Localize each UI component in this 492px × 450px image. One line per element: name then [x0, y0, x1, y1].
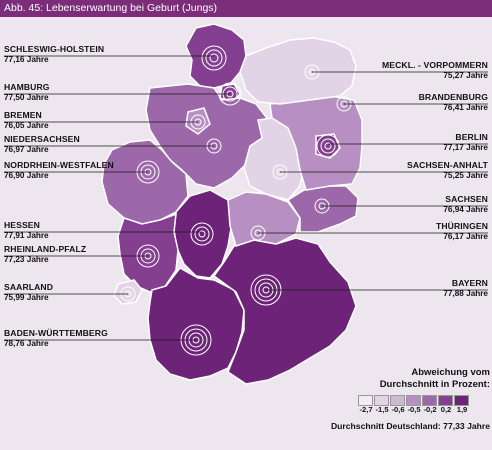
state-name: THÜRINGEN — [436, 221, 488, 231]
state-name: SACHSEN — [445, 194, 488, 204]
marker-be — [316, 134, 340, 158]
state-value: 78,76 Jahre — [4, 339, 49, 348]
legend-tick-label: -0,6 — [391, 405, 405, 414]
state-name: SACHSEN-ANHALT — [407, 160, 488, 170]
state-name: BERLIN — [455, 132, 488, 142]
legend-swatch — [390, 395, 405, 406]
label-baden-wuerttemberg: BADEN-WÜRTTEMBERG 78,76 Jahre — [4, 328, 108, 348]
state-value: 77,23 Jahre — [4, 255, 49, 264]
region-mecklenburg-vorpommern — [239, 37, 357, 105]
state-value: 76,17 Jahre — [443, 232, 488, 241]
state-name: HESSEN — [4, 220, 40, 230]
label-mecklenburg-vorpommern: MECKL. - VORPOMMERN 75,27 Jahre — [382, 60, 488, 80]
legend-swatch — [454, 395, 469, 406]
state-name: BADEN-WÜRTTEMBERG — [4, 328, 108, 338]
state-name: MECKL. - VORPOMMERN — [382, 60, 488, 70]
legend-swatch — [422, 395, 437, 406]
region-bremen — [185, 107, 211, 135]
state-value: 75,25 Jahre — [443, 171, 488, 180]
state-name: HAMBURG — [4, 82, 50, 92]
state-value: 77,91 Jahre — [4, 231, 49, 240]
label-berlin: BERLIN 77,17 Jahre — [443, 132, 488, 152]
state-name: BREMEN — [4, 110, 42, 120]
legend-tick-label: 0,2 — [440, 405, 452, 414]
label-niedersachsen: NIEDERSACHSEN 76,97 Jahre — [4, 134, 80, 154]
germany-map — [4, 23, 488, 385]
state-value: 76,94 Jahre — [443, 205, 488, 214]
figure-header: Abb. 45: Lebenserwartung bei Geburt (Jun… — [0, 0, 492, 17]
legend-tick-label: -0,5 — [407, 405, 421, 414]
state-value: 77,88 Jahre — [443, 289, 488, 298]
legend-tick-label: -2,7 — [359, 405, 373, 414]
legend-swatch — [438, 395, 453, 406]
state-name: SAARLAND — [4, 282, 54, 292]
label-schleswig-holstein: SCHLESWIG-HOLSTEIN 77,16 Jahre — [4, 44, 104, 64]
state-value: 76,97 Jahre — [4, 145, 49, 154]
region-niedersachsen — [145, 83, 271, 189]
label-hamburg: HAMBURG 77,50 Jahre — [4, 82, 50, 102]
label-bayern: BAYERN 77,88 Jahre — [443, 278, 488, 298]
state-value: 75,99 Jahre — [4, 293, 49, 302]
state-name: RHEINLAND-PFALZ — [4, 244, 87, 254]
state-name: BAYERN — [451, 278, 488, 288]
label-leader-lines — [4, 55, 488, 341]
marker-sh — [201, 45, 227, 71]
label-brandenburg: BRANDENBURG 76,41 Jahre — [419, 92, 488, 112]
region-saarland — [113, 279, 143, 305]
state-value: 75,27 Jahre — [443, 71, 488, 80]
label-hessen: HESSEN 77,91 Jahre — [4, 220, 49, 240]
label-thueringen: THÜRINGEN 76,17 Jahre — [436, 221, 488, 241]
label-sachsen: SACHSEN 76,94 Jahre — [443, 194, 488, 214]
state-name: BRANDENBURG — [418, 92, 488, 102]
legend-swatch — [406, 395, 421, 406]
region-berlin — [315, 133, 341, 159]
legend-swatch — [374, 395, 389, 406]
marker-he — [190, 222, 214, 246]
legend-title-line-2: Durchschnitt in Prozent: — [379, 379, 490, 390]
state-markers — [120, 45, 352, 356]
label-sachsen-anhalt: SACHSEN-ANHALT 75,25 Jahre — [407, 160, 488, 180]
region-thueringen — [227, 191, 301, 247]
map-stage: SCHLESWIG-HOLSTEIN 77,16 Jahre HAMBURG 7… — [0, 17, 492, 450]
label-nordrhein-westfalen: NORDRHEIN-WESTFALEN 76,90 Jahre — [4, 160, 114, 180]
state-name: NORDRHEIN-WESTFALEN — [4, 160, 114, 170]
state-value: 76,90 Jahre — [4, 171, 49, 180]
state-value: 76,41 Jahre — [443, 103, 488, 112]
label-bremen: BREMEN 76,05 Jahre — [4, 110, 49, 130]
legend-swatch — [358, 395, 373, 406]
state-regions — [101, 23, 363, 385]
legend-title: Abweichung vom Durchschnitt in Prozent: — [356, 367, 490, 391]
legend-tick-label: -1,5 — [375, 405, 389, 414]
legend-tick-label: -0,2 — [423, 405, 437, 414]
legend-title-line-1: Abweichung vom — [411, 367, 490, 378]
national-average: Durchschnitt Deutschland: 77,33 Jahre — [330, 421, 490, 431]
state-value: 76,05 Jahre — [4, 121, 49, 130]
state-value: 77,16 Jahre — [4, 55, 49, 64]
state-name: NIEDERSACHSEN — [4, 134, 80, 144]
figure-title: Abb. 45: Lebenserwartung bei Geburt (Jun… — [4, 2, 218, 14]
state-value: 77,50 Jahre — [4, 93, 49, 102]
state-name: SCHLESWIG-HOLSTEIN — [4, 44, 105, 54]
label-rheinland-pfalz: RHEINLAND-PFALZ 77,23 Jahre — [4, 244, 86, 264]
state-value: 77,17 Jahre — [443, 143, 488, 152]
legend-tick-label: 1,9 — [456, 405, 468, 414]
label-saarland: SAARLAND 75,99 Jahre — [4, 282, 53, 302]
